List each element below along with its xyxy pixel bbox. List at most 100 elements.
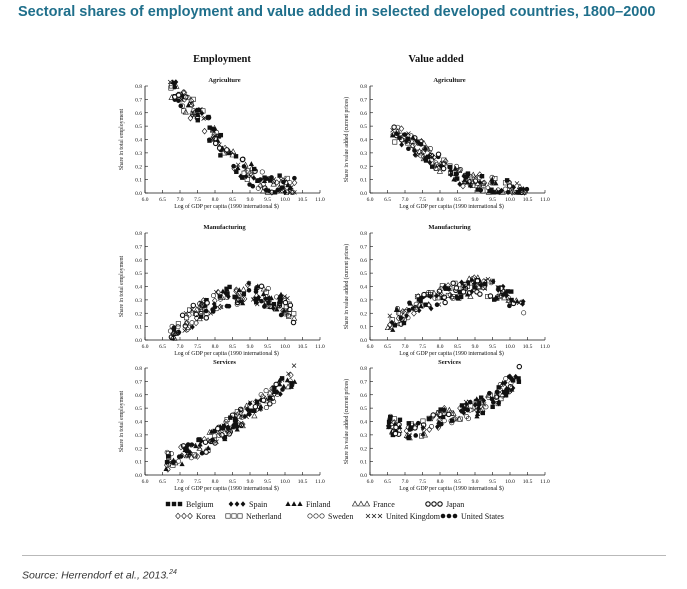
data-point bbox=[165, 466, 171, 473]
data-point bbox=[267, 395, 273, 401]
data-point bbox=[228, 415, 233, 420]
data-point bbox=[210, 309, 216, 314]
data-point bbox=[442, 299, 448, 306]
legend-marker bbox=[234, 501, 240, 507]
data-point bbox=[503, 376, 509, 382]
data-point bbox=[186, 312, 192, 318]
x-tick-label: 8.5 bbox=[454, 479, 461, 485]
data-point bbox=[426, 426, 433, 433]
legend-marker bbox=[237, 513, 243, 519]
data-point bbox=[521, 189, 528, 196]
legend-marker bbox=[285, 501, 291, 506]
data-point bbox=[516, 379, 522, 384]
x-tick-label: 9.0 bbox=[472, 479, 479, 485]
data-point bbox=[413, 305, 419, 311]
y-tick-label: 0.5 bbox=[135, 271, 142, 277]
data-point bbox=[239, 420, 246, 428]
data-point bbox=[509, 297, 514, 303]
data-point bbox=[457, 404, 463, 412]
data-point bbox=[478, 282, 484, 288]
data-point bbox=[461, 173, 467, 179]
data-point bbox=[476, 171, 483, 178]
data-point bbox=[271, 179, 277, 185]
data-point bbox=[469, 276, 475, 282]
data-point bbox=[453, 171, 459, 177]
data-point bbox=[290, 380, 295, 386]
data-point bbox=[499, 188, 506, 195]
x-tick-label: 7.5 bbox=[419, 197, 426, 203]
data-point bbox=[211, 130, 218, 138]
data-point bbox=[202, 115, 207, 121]
y-tick-label: 0.1 bbox=[135, 325, 142, 331]
data-point bbox=[496, 385, 501, 390]
y-tick-label: 0.6 bbox=[135, 258, 142, 264]
data-point bbox=[182, 328, 187, 333]
data-point bbox=[291, 179, 298, 187]
data-point bbox=[218, 153, 223, 158]
data-point bbox=[178, 443, 184, 451]
y-tick-label: 0.1 bbox=[360, 325, 367, 331]
data-point bbox=[282, 189, 288, 196]
data-point bbox=[175, 321, 181, 327]
data-point bbox=[292, 190, 297, 195]
legend-marker bbox=[231, 513, 237, 519]
y-tick-label: 0.7 bbox=[360, 244, 367, 250]
data-point bbox=[408, 137, 416, 144]
x-tick-label: 10.0 bbox=[505, 479, 515, 485]
y-tick-label: 0.6 bbox=[360, 111, 367, 117]
y-tick-label: 0.0 bbox=[135, 338, 142, 344]
data-point bbox=[478, 395, 484, 400]
data-point bbox=[421, 291, 427, 298]
data-point bbox=[418, 149, 425, 156]
data-point bbox=[232, 423, 238, 429]
data-point bbox=[170, 328, 177, 335]
x-axis-label: Log of GDP per capita (1990 internationa… bbox=[174, 350, 279, 357]
data-point bbox=[175, 92, 182, 98]
data-point bbox=[501, 294, 508, 301]
legend-marker bbox=[307, 513, 313, 519]
data-point bbox=[192, 453, 198, 459]
data-point bbox=[207, 138, 212, 143]
data-point bbox=[437, 411, 443, 418]
data-point bbox=[263, 289, 269, 295]
data-point bbox=[413, 301, 419, 307]
legend-label: Japan bbox=[446, 500, 464, 509]
data-point bbox=[480, 410, 486, 416]
data-point bbox=[232, 416, 238, 422]
data-point bbox=[266, 300, 271, 306]
data-point bbox=[397, 310, 403, 316]
data-point bbox=[487, 293, 494, 299]
legend-marker bbox=[446, 513, 452, 519]
legend-label: Belgium bbox=[186, 500, 214, 509]
data-point bbox=[197, 441, 203, 447]
data-point bbox=[464, 291, 471, 297]
x-tick-label: 9.0 bbox=[472, 344, 479, 350]
panel-title: Manufacturing bbox=[428, 224, 471, 231]
data-point bbox=[252, 403, 259, 410]
data-point bbox=[492, 297, 497, 302]
x-tick-label: 6.0 bbox=[142, 344, 149, 350]
data-point bbox=[429, 164, 435, 169]
data-point bbox=[260, 291, 267, 297]
data-point bbox=[289, 185, 294, 190]
data-point bbox=[464, 413, 470, 419]
data-point bbox=[441, 160, 447, 166]
data-point bbox=[387, 419, 392, 425]
data-point bbox=[393, 424, 399, 431]
x-tick-label: 8.0 bbox=[437, 197, 444, 203]
data-point bbox=[253, 297, 258, 302]
data-point bbox=[241, 164, 247, 169]
data-point bbox=[205, 445, 211, 451]
data-point bbox=[286, 371, 291, 377]
x-tick-label: 9.5 bbox=[264, 197, 271, 203]
data-point bbox=[225, 428, 232, 435]
data-point bbox=[244, 414, 249, 420]
y-tick-label: 0.6 bbox=[135, 111, 142, 117]
column-heading-employment: Employment bbox=[193, 54, 251, 65]
data-point bbox=[220, 288, 226, 294]
data-point bbox=[440, 414, 446, 420]
y-tick-label: 0.0 bbox=[135, 191, 142, 197]
data-point bbox=[392, 430, 399, 437]
data-point bbox=[176, 98, 181, 103]
legend-label: Finland bbox=[306, 500, 330, 509]
